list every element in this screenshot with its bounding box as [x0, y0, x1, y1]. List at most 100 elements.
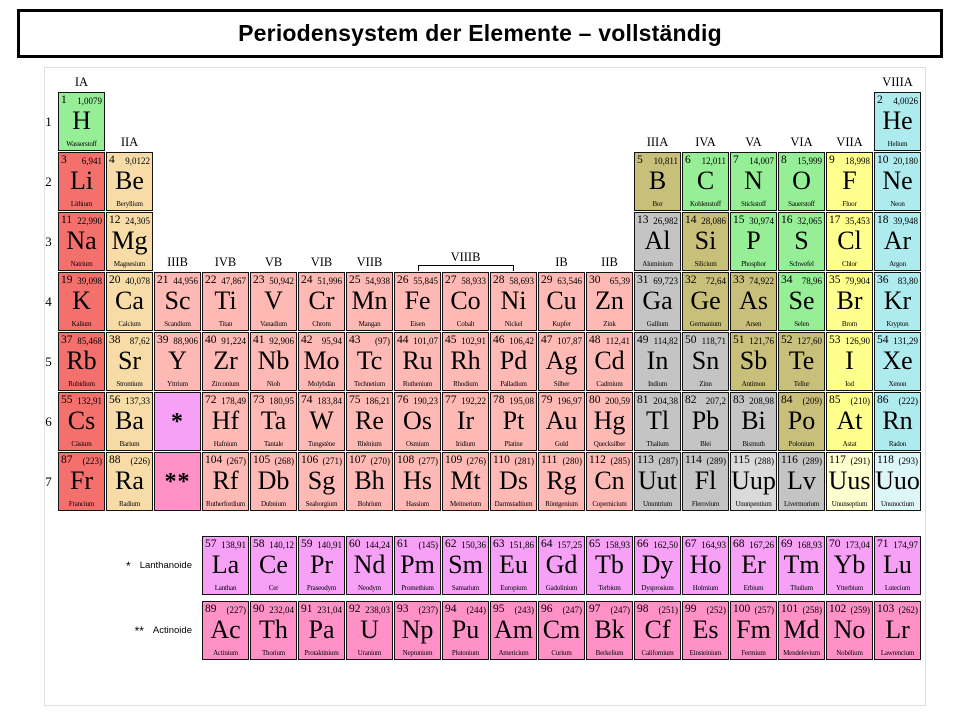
element-name: Magnesium — [113, 260, 146, 268]
atomic-number: 112 — [589, 454, 606, 466]
element-symbol: I — [845, 346, 854, 376]
atomic-number: 92 — [349, 603, 361, 615]
element-cell-nd: 60 144,24 Nd Neodym — [346, 536, 393, 595]
element-cell-header: 88 (226) — [107, 453, 152, 467]
element-symbol: Bi — [741, 406, 766, 436]
atomic-number: 20 — [109, 274, 121, 286]
atomic-mass: (288) — [754, 455, 775, 466]
period-label-7: 7 — [45, 473, 52, 489]
atomic-mass: 32,065 — [797, 215, 822, 226]
element-cell-header: 32 72,64 — [683, 273, 728, 287]
element-name: Astat — [842, 440, 857, 448]
atomic-mass: 114,82 — [653, 335, 678, 346]
element-name: Rhodium — [453, 380, 478, 388]
element-cell-ce: 58 140,12 Ce Cer — [250, 536, 297, 595]
element-cell-header: 10 20,180 — [875, 153, 920, 167]
element-cell-header: 59 140,91 — [299, 537, 344, 551]
element-name: Helium — [887, 140, 908, 148]
group-label-text: IB — [555, 254, 568, 269]
atomic-number: 4 — [109, 154, 115, 166]
element-cell-header: 54 131,29 — [875, 333, 920, 347]
group-label-text: IVB — [214, 254, 237, 269]
element-cell-mn: 25 54,938 Mn Mangan — [346, 272, 393, 331]
element-cell-header: 25 54,938 — [347, 273, 392, 287]
element-name: Darmstadtium — [494, 500, 533, 508]
element-cell-header: 2 4,0026 — [875, 93, 920, 107]
element-cell-header: 9 18,998 — [827, 153, 872, 167]
element-symbol: Cl — [837, 226, 862, 256]
atomic-mass: 158,93 — [605, 539, 630, 550]
element-name: Eisen — [410, 320, 425, 328]
element-symbol: Ag — [545, 346, 578, 376]
atomic-number: 18 — [877, 214, 889, 226]
atomic-number: 40 — [205, 334, 217, 346]
element-symbol: C — [696, 166, 715, 196]
element-cell-header: 109 (276) — [443, 453, 488, 467]
group-label-text: IIA — [120, 134, 139, 149]
atomic-number: 95 — [493, 603, 505, 615]
element-cell-header: 61 (145) — [395, 537, 440, 551]
element-cell-header: 92 238,03 — [347, 602, 392, 616]
element-name: Mendelevium — [783, 649, 820, 657]
element-name: Terbium — [598, 584, 621, 592]
element-cell-pt: 78 195,08 Pt Platine — [490, 392, 537, 451]
element-name: Dubnium — [260, 500, 287, 508]
atomic-number: 115 — [733, 454, 750, 466]
element-cell-cn: 112 (285) Cn Copernicium — [586, 452, 633, 511]
atomic-mass: 183,84 — [317, 395, 342, 406]
element-symbol: Sg — [307, 466, 336, 496]
element-cell-header: 49 114,82 — [635, 333, 680, 347]
period-label-3: 3 — [45, 233, 52, 249]
group-label-text: VA — [745, 134, 762, 149]
atomic-mass: 137,33 — [125, 395, 150, 406]
atomic-number: 3 — [61, 154, 67, 166]
element-cell-pd: 46 106,42 Pd Palladium — [490, 332, 537, 391]
element-cell-cd: 48 112,41 Cd Cadmium — [586, 332, 633, 391]
element-symbol: Es — [692, 615, 719, 645]
atomic-mass: 18,998 — [845, 155, 870, 166]
group-label-iiia: IIIA — [634, 92, 681, 151]
element-name: Cadmium — [596, 380, 623, 388]
element-cell-header: 35 79,904 — [827, 273, 872, 287]
atomic-number: 94 — [445, 603, 457, 615]
atomic-number: 37 — [61, 334, 73, 346]
group-label-text: VIIB — [356, 254, 383, 269]
element-cell-kr: 36 83,80 Kr Krypton — [874, 272, 921, 331]
element-cell-header: 103 (262) — [875, 602, 920, 616]
element-symbol: Zr — [213, 346, 238, 376]
atomic-number: 70 — [829, 538, 841, 550]
element-cell-os: 76 190,23 Os Osmium — [394, 392, 441, 451]
element-cell-header: 82 207,2 — [683, 393, 728, 407]
element-cell-header: 15 30,974 — [731, 213, 776, 227]
element-cell-ba: 56 137,33 Ba Barium — [106, 392, 153, 451]
atomic-number: 31 — [637, 274, 649, 286]
atomic-number: 65 — [589, 538, 601, 550]
element-name: Hafnium — [213, 440, 238, 448]
atomic-mass: 95,94 — [321, 335, 342, 346]
lanthanide-row: * Lanthanoide 57 138,91 La Lanthan 58 14… — [40, 536, 921, 595]
element-cell-header: 6 12,011 — [683, 153, 728, 167]
element-cell-sr: 38 87,62 Sr Strontium — [106, 332, 153, 391]
element-name: Fluor — [842, 200, 857, 208]
element-symbol: Pt — [502, 406, 525, 436]
element-name: Meitnerium — [449, 500, 482, 508]
atomic-number: 36 — [877, 274, 889, 286]
element-symbol: Re — [355, 406, 384, 436]
element-cell-au: 79 196,97 Au Gold — [538, 392, 585, 451]
atomic-number: 111 — [541, 454, 558, 466]
element-name: Silicium — [694, 260, 717, 268]
element-symbol: N — [744, 166, 763, 196]
element-symbol: Am — [494, 615, 533, 645]
atomic-number: 78 — [493, 394, 505, 406]
element-symbol: Ge — [690, 286, 721, 316]
atomic-mass: 180,95 — [269, 395, 294, 406]
atomic-mass: 35,453 — [845, 215, 870, 226]
element-cell-lu: 71 174,97 Lu Lutecium — [874, 536, 921, 595]
atomic-mass: 22,990 — [77, 215, 102, 226]
element-cell-ag: 47 107,87 Ag Silber — [538, 332, 585, 391]
element-name: Chrom — [312, 320, 331, 328]
atomic-mass: (237) — [418, 604, 439, 615]
atomic-mass: 186,21 — [365, 395, 390, 406]
element-symbol: Uuo — [875, 466, 920, 496]
element-cell-header: 5 10,811 — [635, 153, 680, 167]
